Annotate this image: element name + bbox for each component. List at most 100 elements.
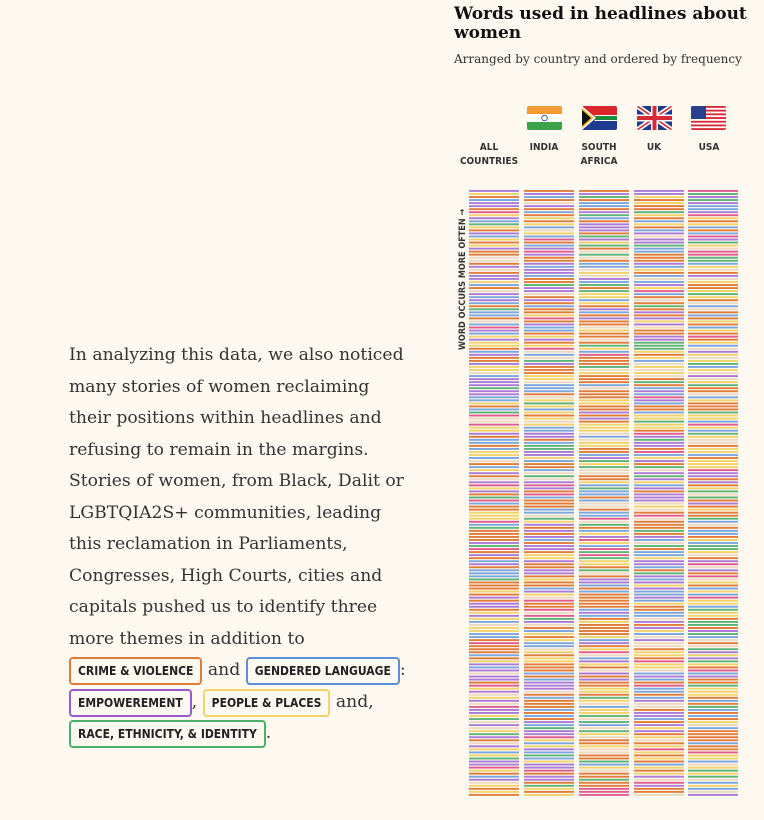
word-bar-empower	[634, 535, 684, 538]
word-bar-gendered	[579, 311, 629, 314]
word-bar-other	[688, 578, 738, 581]
word-bar-empower	[688, 274, 738, 277]
word-bar-crime	[579, 575, 629, 578]
word-bar-empower	[688, 472, 738, 475]
theme-tag-empowerement[interactable]: EMPOWEREMENT	[69, 688, 192, 717]
word-bar-people	[469, 281, 519, 283]
word-bar-crime	[579, 508, 629, 511]
word-bar-gendered	[579, 584, 629, 587]
word-bar-crime	[579, 190, 629, 192]
word-bar-crime	[579, 287, 629, 289]
word-bar-people	[634, 751, 684, 754]
word-bar-people	[634, 666, 684, 669]
word-bar-other	[579, 520, 629, 523]
word-bar-gendered	[634, 393, 684, 396]
word-bar-gendered	[469, 314, 519, 317]
word-bar-crime	[524, 526, 574, 529]
word-bar-pink	[469, 766, 519, 769]
word-bar-gendered	[524, 326, 574, 329]
word-bar-gendered	[688, 520, 738, 523]
word-bar-crime	[634, 302, 684, 305]
word-bar-crime	[524, 311, 574, 314]
word-bar-empower	[469, 381, 519, 384]
word-bar-crime	[634, 259, 684, 262]
word-bar-empower	[524, 684, 574, 687]
word-bar-gendered	[469, 751, 519, 754]
word-bar-race	[524, 784, 574, 787]
word-bar-crime	[579, 666, 629, 669]
word-bar-crime	[634, 296, 684, 299]
word-bar-people	[469, 369, 519, 371]
word-bar-gendered	[688, 529, 738, 532]
word-bar-gendered	[688, 672, 738, 675]
word-bar-pink	[634, 290, 684, 293]
word-bar-people	[688, 417, 738, 420]
word-bar-other	[634, 642, 684, 645]
word-bar-gendered	[524, 642, 574, 645]
word-bar-other	[688, 763, 738, 766]
word-bar-gendered	[524, 630, 574, 632]
word-bar-people	[688, 611, 738, 614]
word-bar-crime	[688, 748, 738, 751]
word-bar-people	[579, 648, 629, 651]
word-bar-empower	[634, 724, 684, 727]
word-bar-people	[634, 223, 684, 226]
word-bar-crime	[524, 675, 574, 678]
word-bar-people	[579, 636, 629, 639]
theme-tag-people-places[interactable]: PEOPLE & PLACES	[202, 688, 331, 717]
word-bar-other	[688, 645, 738, 648]
word-bar-gendered	[688, 232, 738, 235]
word-bar-crime	[634, 790, 684, 793]
word-bar-gendered	[688, 593, 738, 596]
word-bar-crime	[579, 232, 629, 235]
word-bar-crime	[688, 229, 738, 232]
word-bar-people	[688, 223, 738, 226]
word-bar-race	[688, 684, 738, 687]
word-bar-people	[634, 414, 684, 417]
word-bar-gendered	[688, 305, 738, 308]
word-bar-other	[524, 624, 574, 626]
theme-tag-gendered-language[interactable]: GENDERED LANGUAGE	[245, 657, 400, 685]
word-bar-crime	[688, 514, 738, 517]
word-bar-pink	[688, 423, 738, 426]
word-bar-crime	[634, 384, 684, 387]
word-bar-crime	[469, 444, 519, 447]
word-bar-crime	[688, 730, 738, 733]
word-bar-other	[469, 268, 519, 271]
word-bar-gendered	[524, 742, 574, 745]
word-bar-empower	[634, 675, 684, 678]
theme-tag-race-ethnicity-identity[interactable]: RACE, ETHNICITY, & IDENTITY	[69, 720, 266, 748]
word-bar-empower	[469, 663, 519, 666]
word-bar-crime	[579, 624, 629, 626]
word-bar-gendered	[688, 420, 738, 423]
word-bar-other	[524, 478, 574, 481]
word-bar-crime	[688, 317, 738, 320]
word-bar-gendered	[634, 484, 684, 487]
word-bar-other	[634, 793, 684, 796]
word-bar-people	[469, 469, 519, 472]
word-bar-people	[688, 369, 738, 371]
word-bar-crime	[524, 542, 574, 544]
word-bar-people	[524, 223, 574, 226]
word-bar-crime	[688, 572, 738, 575]
theme-tag-crime-violence[interactable]: CRIME & VIOLENCE	[69, 657, 203, 685]
word-bar-other	[579, 256, 629, 259]
word-bar-empower	[524, 290, 574, 293]
word-bar-crime	[524, 393, 574, 396]
word-bar-crime	[579, 359, 629, 362]
word-bar-empower	[634, 712, 684, 714]
word-bar-empower	[688, 475, 738, 478]
word-bar-people	[634, 457, 684, 459]
word-bar-other	[469, 781, 519, 784]
word-bar-crime	[688, 736, 738, 739]
word-bar-empower	[524, 432, 574, 435]
word-bar-other	[524, 229, 574, 232]
word-bar-other	[634, 502, 684, 505]
word-bar-crime	[579, 681, 629, 684]
word-bar-empower	[524, 681, 574, 684]
word-bar-empower	[524, 733, 574, 736]
word-bar-empower	[579, 642, 629, 645]
word-bar-crime	[469, 463, 519, 466]
word-bar-crime	[579, 587, 629, 590]
word-bar-crime	[634, 548, 684, 551]
